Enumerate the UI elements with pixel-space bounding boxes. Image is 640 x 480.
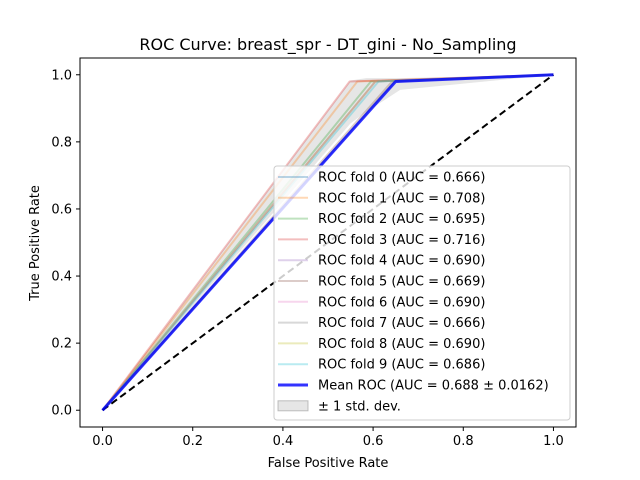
- axes: 0.0 0.2 0.4 0.6 0.8 1.0 0.0 0.2 0.4 0.6 0.8 1.0: [51, 57, 577, 449]
- y-axis-label: True Positive Rate: [28, 185, 43, 302]
- x-tick-label: 0.2: [182, 434, 203, 449]
- legend-roc-fold-8-label: ROC fold 8 (AUC = 0.690): [318, 337, 485, 352]
- legend-roc-fold-6-label: ROC fold 6 (AUC = 0.690): [318, 295, 485, 310]
- y-tick-label: 0.0: [51, 404, 72, 419]
- legend-mean-roc-label: Mean ROC (AUC = 0.688 ± 0.0162): [318, 379, 549, 394]
- legend-roc-fold-5-label: ROC fold 5 (AUC = 0.669): [318, 275, 485, 290]
- std-dev-band: [102, 74, 554, 411]
- mean-roc-line: [101, 73, 554, 412]
- y-tick-label: 0.4: [51, 270, 72, 285]
- legend-roc-fold-7-label: ROC fold 7 (AUC = 0.666): [318, 316, 485, 331]
- chart-title: ROC Curve: breast_spr - DT_gini - No_Sam…: [139, 35, 516, 55]
- y-tick-label: 1.0: [51, 68, 72, 83]
- y-tick-label: 0.6: [51, 202, 72, 217]
- x-tick-label: 0.0: [92, 434, 113, 449]
- legend-std-dev-swatch: [277, 400, 309, 412]
- x-axis-label: False Positive Rate: [268, 456, 389, 471]
- x-tick-label: 1.0: [543, 434, 564, 449]
- legend-box: [273, 165, 571, 421]
- legend-roc-fold-2-label: ROC fold 2 (AUC = 0.695): [318, 212, 485, 227]
- legend-std-dev-label: ± 1 std. dev.: [318, 399, 401, 414]
- axes-frame: [79, 57, 577, 428]
- legend: ROC fold 0 (AUC = 0.666) ROC fold 1 (AUC …: [273, 165, 571, 421]
- y-tick-label: 0.2: [51, 337, 72, 352]
- x-tick-label: 0.4: [273, 434, 294, 449]
- x-tick-label: 0.8: [453, 434, 474, 449]
- legend-roc-fold-0-label: ROC fold 0 (AUC = 0.666): [318, 171, 485, 186]
- legend-roc-fold-3-label: ROC fold 3 (AUC = 0.716): [318, 233, 485, 248]
- legend-roc-fold-1-label: ROC fold 1 (AUC = 0.708): [318, 191, 485, 206]
- y-tick-label: 0.8: [51, 135, 72, 150]
- x-tick-label: 0.6: [363, 434, 384, 449]
- legend-roc-fold-9-label: ROC fold 9 (AUC = 0.686): [318, 358, 485, 373]
- legend-roc-fold-4-label: ROC fold 4 (AUC = 0.690): [318, 254, 485, 269]
